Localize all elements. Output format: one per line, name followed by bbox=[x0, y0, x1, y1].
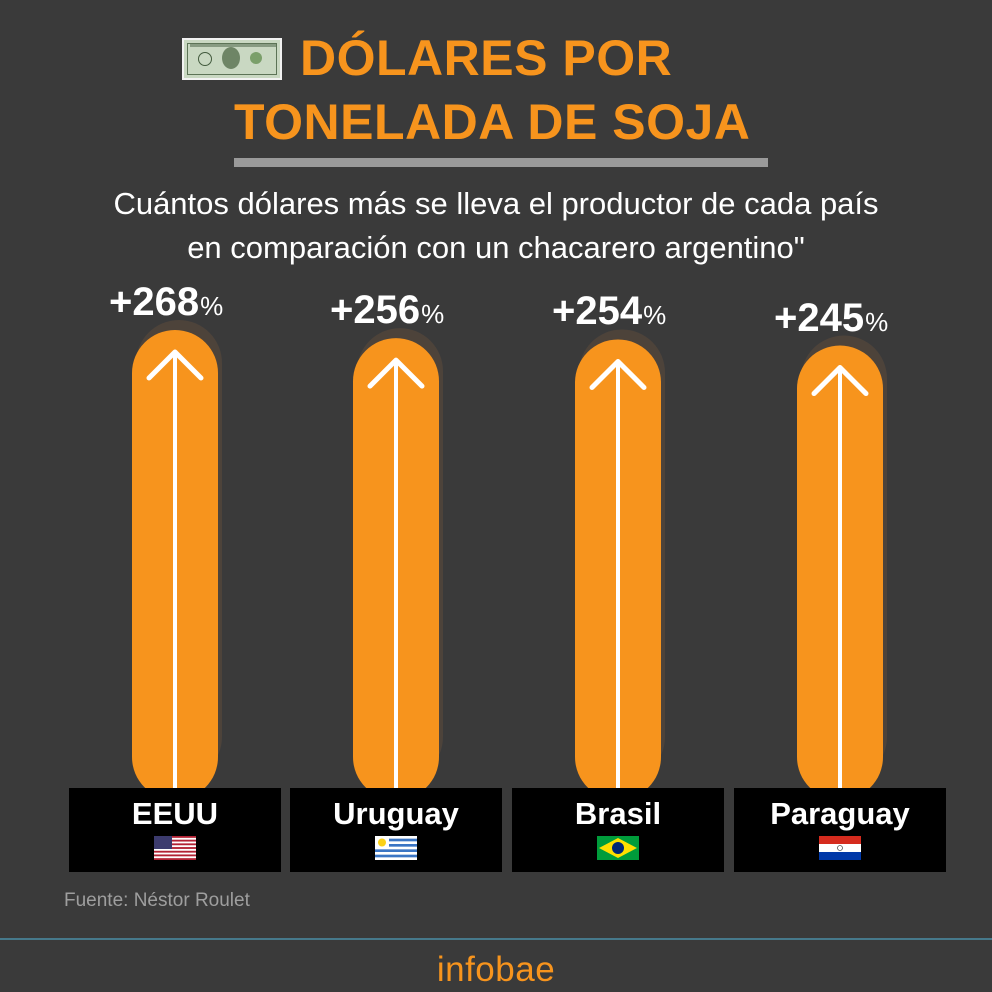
subtitle-line-2: en comparación con un chacarero argentin… bbox=[187, 230, 805, 265]
data-label-value: +268 bbox=[109, 280, 200, 324]
arrow-head-icon bbox=[367, 357, 425, 389]
category-box-paraguay: Paraguay bbox=[734, 788, 946, 872]
data-label-value: +254 bbox=[552, 289, 643, 334]
title-line-1: DÓLARES POR bbox=[300, 30, 673, 86]
category-box-uruguay: Uruguay bbox=[290, 788, 502, 872]
paraguay-flag-icon bbox=[819, 836, 861, 860]
dollar-bill-icon bbox=[182, 38, 282, 80]
title-line-2: TONELADA DE SOJA bbox=[234, 94, 751, 150]
arrow-head-icon bbox=[146, 349, 204, 381]
title-divider bbox=[234, 158, 768, 167]
source-note: Fuente: Néstor Roulet bbox=[64, 890, 250, 911]
category-box-brasil: Brasil bbox=[512, 788, 724, 872]
data-label-paraguay: +245% bbox=[774, 296, 888, 344]
uruguay-flag-icon bbox=[375, 836, 417, 860]
arrow-head-icon bbox=[589, 358, 647, 390]
brand-logo: infobae bbox=[436, 950, 556, 989]
data-label-uruguay: +256% bbox=[330, 288, 444, 336]
us-flag-icon bbox=[154, 836, 196, 860]
tick-label-uruguay: Uruguay bbox=[333, 796, 459, 831]
percent-sign: % bbox=[643, 300, 667, 331]
data-label-value: +256 bbox=[330, 288, 421, 333]
brazil-flag-icon bbox=[597, 836, 639, 860]
tick-label-paraguay: Paraguay bbox=[770, 796, 910, 831]
arrow-head-icon bbox=[811, 365, 869, 397]
category-box-eeuu: EEUU bbox=[69, 788, 281, 872]
data-label-brasil: +254% bbox=[552, 289, 666, 337]
percent-sign: % bbox=[865, 306, 889, 337]
percent-sign: % bbox=[200, 291, 224, 321]
percent-sign: % bbox=[421, 299, 445, 330]
subtitle-line-1: Cuántos dólares más se lleva el producto… bbox=[113, 186, 879, 221]
data-label-value: +245 bbox=[774, 295, 865, 340]
data-label-eeuu: +268% bbox=[109, 280, 223, 328]
tick-label-eeuu: EEUU bbox=[131, 796, 219, 831]
tick-label-brasil: Brasil bbox=[574, 796, 662, 831]
footer-divider bbox=[0, 938, 992, 940]
